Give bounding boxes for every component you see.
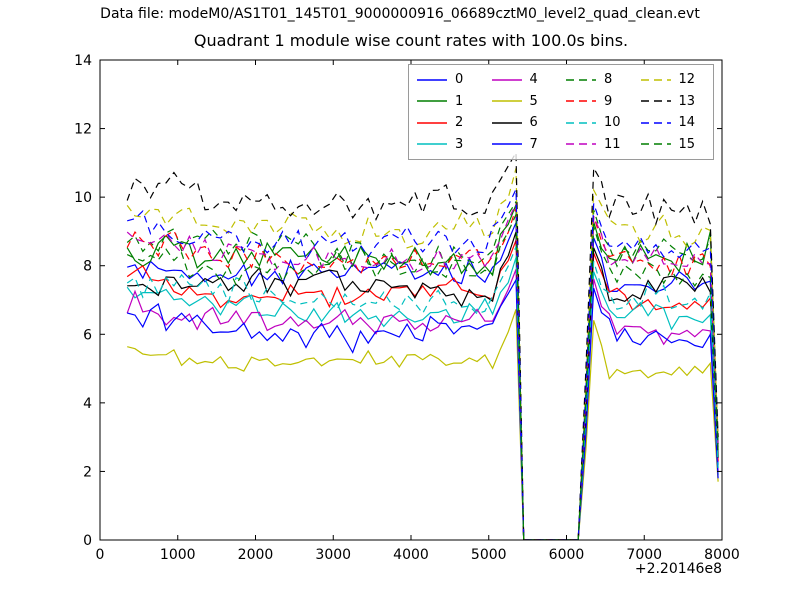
legend-item-6: 6 <box>491 112 557 133</box>
legend-item-7: 7 <box>491 134 557 155</box>
series-line-6 <box>127 231 719 540</box>
y-tick-label: 10 <box>74 190 92 206</box>
legend-item-11: 11 <box>566 134 631 155</box>
legend-line-sample <box>491 79 522 81</box>
legend-line-sample <box>640 79 671 81</box>
series-line-5 <box>127 309 719 540</box>
legend-line-sample <box>417 143 447 145</box>
legend-box: 0 1 2 3 4 5 6 7 8 9 10 11 12 13 14 15 <box>408 64 714 160</box>
legend-label: 15 <box>678 136 696 152</box>
y-tick-label: 2 <box>83 464 92 480</box>
x-tick-label: 7000 <box>626 547 662 563</box>
legend-label: 14 <box>678 115 696 131</box>
legend-item-8: 8 <box>566 69 631 90</box>
series-line-8 <box>126 199 719 540</box>
legend-line-sample <box>417 122 447 124</box>
y-tick-label: 6 <box>83 327 92 343</box>
x-tick-label: 5000 <box>471 547 507 563</box>
legend-label: 12 <box>678 72 696 88</box>
data-file-label: Data file: modeM0/AS1T01_145T01_90000009… <box>100 6 700 22</box>
legend-item-12: 12 <box>640 69 706 90</box>
series-line-2 <box>126 240 719 540</box>
y-tick-label: 14 <box>74 53 92 69</box>
legend-label: 2 <box>455 115 464 131</box>
x-tick-label: 0 <box>96 547 105 563</box>
legend-line-sample <box>640 122 671 124</box>
legend-label: 0 <box>455 72 464 88</box>
series-line-4 <box>126 269 719 540</box>
legend-label: 11 <box>604 136 621 152</box>
legend-item-13: 13 <box>640 91 706 112</box>
x-tick-label: 8000 <box>704 547 740 563</box>
legend-item-1: 1 <box>417 91 482 112</box>
series-line-1 <box>126 204 719 540</box>
legend-label: 3 <box>455 136 464 152</box>
y-tick-label: 4 <box>83 396 92 412</box>
legend-item-10: 10 <box>566 112 631 133</box>
legend-label: 9 <box>604 93 613 109</box>
series-line-0 <box>127 222 719 540</box>
x-tick-label: 4000 <box>393 547 429 563</box>
legend-line-sample <box>566 143 596 145</box>
legend-line-sample <box>491 122 522 124</box>
y-tick-label: 12 <box>74 122 92 138</box>
legend-line-sample <box>640 143 671 145</box>
plot-title: Quadrant 1 module wise count rates with … <box>193 31 629 50</box>
series-line-10 <box>126 246 719 540</box>
legend-line-sample <box>491 143 522 145</box>
legend-label: 8 <box>604 72 613 88</box>
y-tick-label: 0 <box>83 533 92 549</box>
legend-label: 7 <box>529 136 538 152</box>
series-line-12 <box>126 168 719 540</box>
series-line-3 <box>126 257 719 540</box>
series-line-13 <box>126 150 719 540</box>
legend-item-4: 4 <box>491 69 557 90</box>
legend-label: 5 <box>529 93 538 109</box>
x-tick-label: 2000 <box>238 547 274 563</box>
x-tick-label: 1000 <box>160 547 196 563</box>
x-tick-label: 3000 <box>315 547 351 563</box>
legend-item-5: 5 <box>491 91 557 112</box>
legend-item-3: 3 <box>417 134 482 155</box>
legend-label: 4 <box>529 72 538 88</box>
x-axis-offset-label: +2.20146e8 <box>634 561 722 577</box>
legend-item-2: 2 <box>417 112 482 133</box>
legend-line-sample <box>417 79 447 81</box>
legend-label: 1 <box>455 93 464 109</box>
legend-line-sample <box>491 100 522 102</box>
legend-item-9: 9 <box>566 91 631 112</box>
legend-line-sample <box>566 79 596 81</box>
legend-line-sample <box>417 100 447 102</box>
series-line-7 <box>127 277 719 540</box>
legend-item-15: 15 <box>640 134 706 155</box>
legend-item-14: 14 <box>640 112 706 133</box>
series-line-15 <box>126 214 719 540</box>
series-line-9 <box>126 207 719 540</box>
legend-label: 6 <box>529 115 538 131</box>
legend-line-sample <box>640 100 671 102</box>
legend-label: 10 <box>604 115 621 131</box>
x-tick-label: 6000 <box>549 547 585 563</box>
legend-line-sample <box>566 100 596 102</box>
legend-label: 13 <box>678 93 696 109</box>
legend-line-sample <box>566 122 596 124</box>
series-lines <box>126 150 719 540</box>
series-line-14 <box>127 189 719 540</box>
y-tick-label: 8 <box>83 259 92 275</box>
legend-item-0: 0 <box>417 69 482 90</box>
